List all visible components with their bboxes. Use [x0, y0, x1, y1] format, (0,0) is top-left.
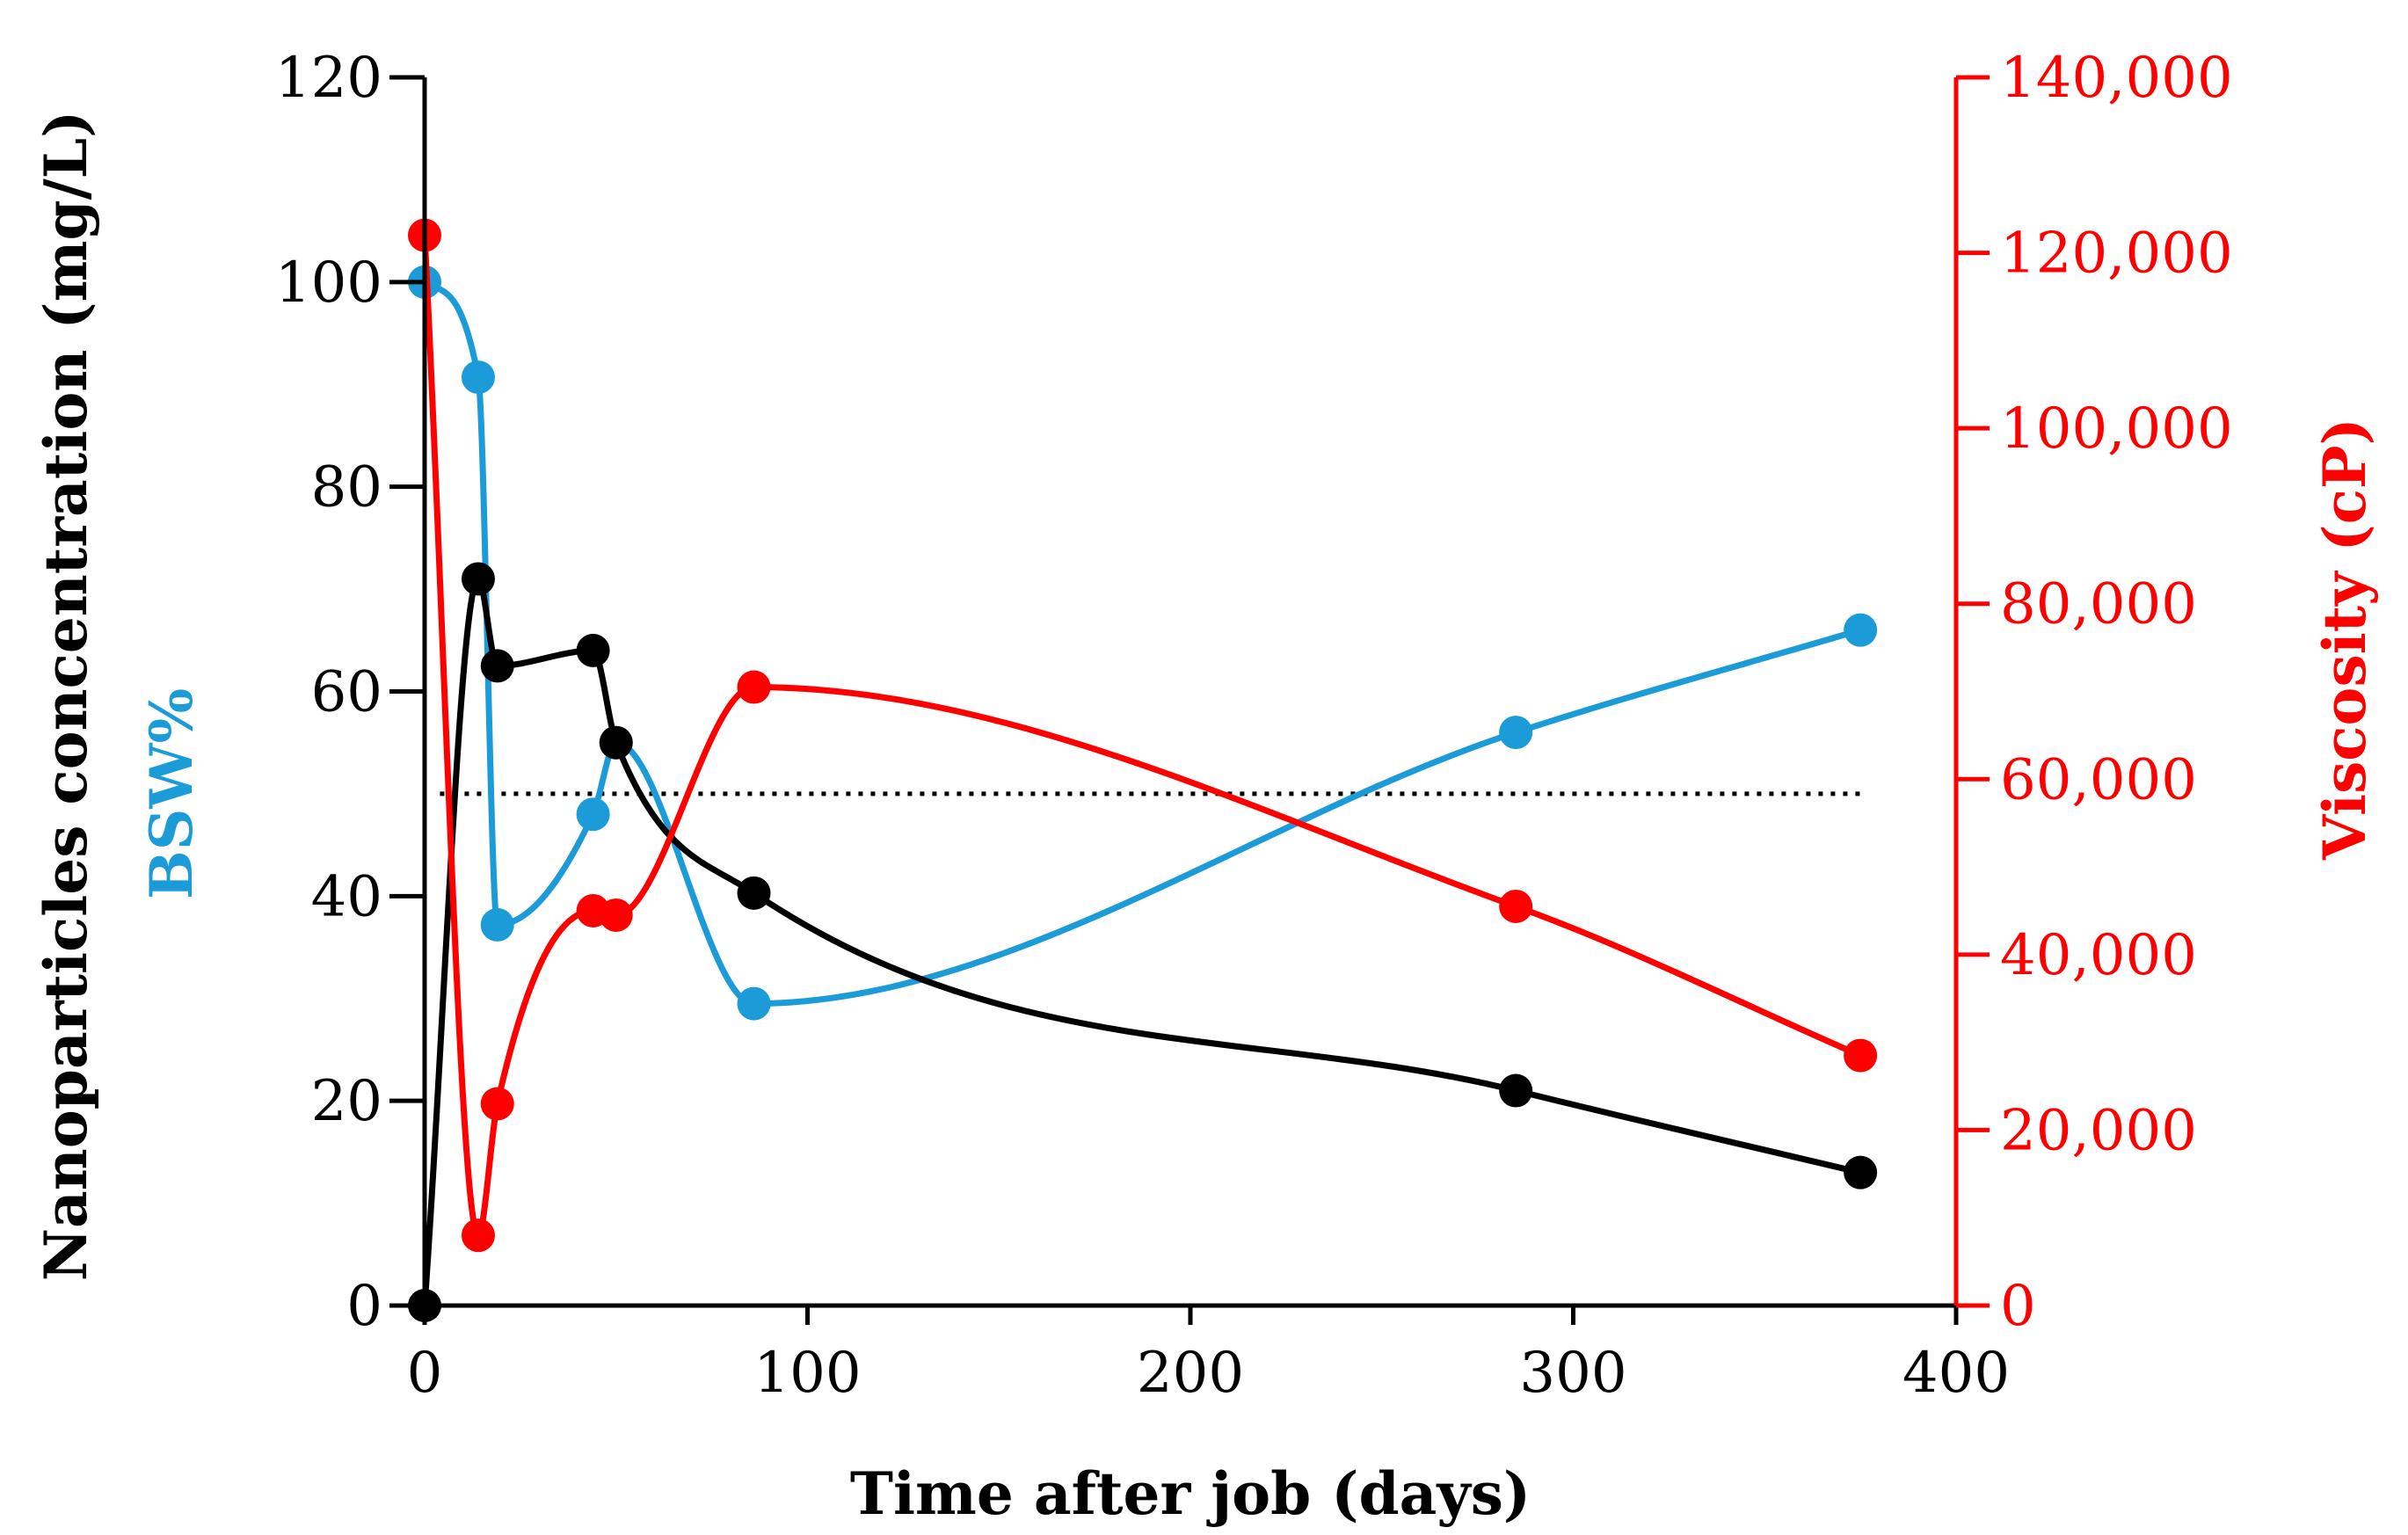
y-right-tick-label-4: 80,000	[2000, 572, 2197, 637]
x-axis-title: Time after job (days)	[850, 1459, 1531, 1528]
data-point-bsw-5	[737, 986, 771, 1021]
y-axis-left-secondary-title: BSW%	[137, 688, 206, 899]
x-tick-label-1: 100	[753, 1341, 861, 1406]
data-point-nanoparticles-7	[1844, 1155, 1878, 1189]
y-right-tick-label-5: 100,000	[2000, 396, 2233, 462]
data-point-nanoparticles-3	[576, 633, 610, 667]
y-left-tick-label-6: 120	[275, 46, 382, 111]
data-point-nanoparticles-1	[461, 562, 495, 596]
data-point-viscosity-7	[1844, 1038, 1878, 1073]
y-left-tick-label-0: 0	[346, 1274, 382, 1339]
y-left-tick-label-2: 40	[311, 864, 382, 929]
y-axis-right-title: Viscosity (cP)	[2310, 418, 2379, 861]
data-point-bsw-1	[461, 360, 495, 395]
data-point-bsw-3	[576, 797, 610, 832]
x-tick-label-3: 300	[1519, 1341, 1626, 1406]
y-left-tick-label-4: 80	[311, 455, 382, 520]
data-point-bsw-6	[1499, 716, 1533, 750]
y-right-tick-label-3: 60,000	[2000, 747, 2197, 812]
data-point-viscosity-4	[599, 898, 633, 932]
y-left-tick-label-5: 100	[275, 251, 382, 316]
data-point-viscosity-6	[1499, 889, 1533, 923]
y-left-tick-label-1: 20	[311, 1069, 382, 1134]
data-point-bsw-7	[1844, 613, 1878, 647]
series-line-viscosity	[421, 232, 1864, 1239]
data-point-viscosity-5	[737, 670, 771, 704]
y-right-tick-label-2: 40,000	[2000, 923, 2197, 988]
y-axis-left-title: Nanoparticles concentration (mg/L)	[32, 111, 100, 1282]
y-right-tick-label-0: 0	[2000, 1274, 2036, 1339]
y-right-tick-label-7: 140,000	[2000, 46, 2233, 111]
y-right-tick-label-6: 120,000	[2000, 222, 2233, 287]
y-right-tick-label-1: 20,000	[2000, 1098, 2197, 1163]
data-point-nanoparticles-6	[1499, 1073, 1533, 1108]
y-left-tick-label-3: 60	[311, 660, 382, 725]
data-point-viscosity-1	[461, 1219, 495, 1253]
data-point-nanoparticles-4	[599, 725, 633, 760]
x-tick-label-0: 0	[407, 1341, 443, 1406]
axes-layer	[389, 75, 1990, 1325]
labels-layer: 0 100 200 300 400020406080100120020,00040,00…	[32, 46, 2379, 1528]
data-point-viscosity-2	[480, 1087, 514, 1121]
series-line-bsw	[421, 279, 1864, 1008]
x-tick-label-4: 400	[1902, 1341, 2010, 1406]
data-point-nanoparticles-5	[737, 876, 771, 910]
series-layer	[408, 218, 1878, 1322]
data-point-bsw-2	[480, 907, 514, 942]
x-tick-label-2: 200	[1137, 1341, 1244, 1406]
data-point-nanoparticles-2	[480, 649, 514, 683]
series-line-nanoparticles	[421, 575, 1864, 1309]
